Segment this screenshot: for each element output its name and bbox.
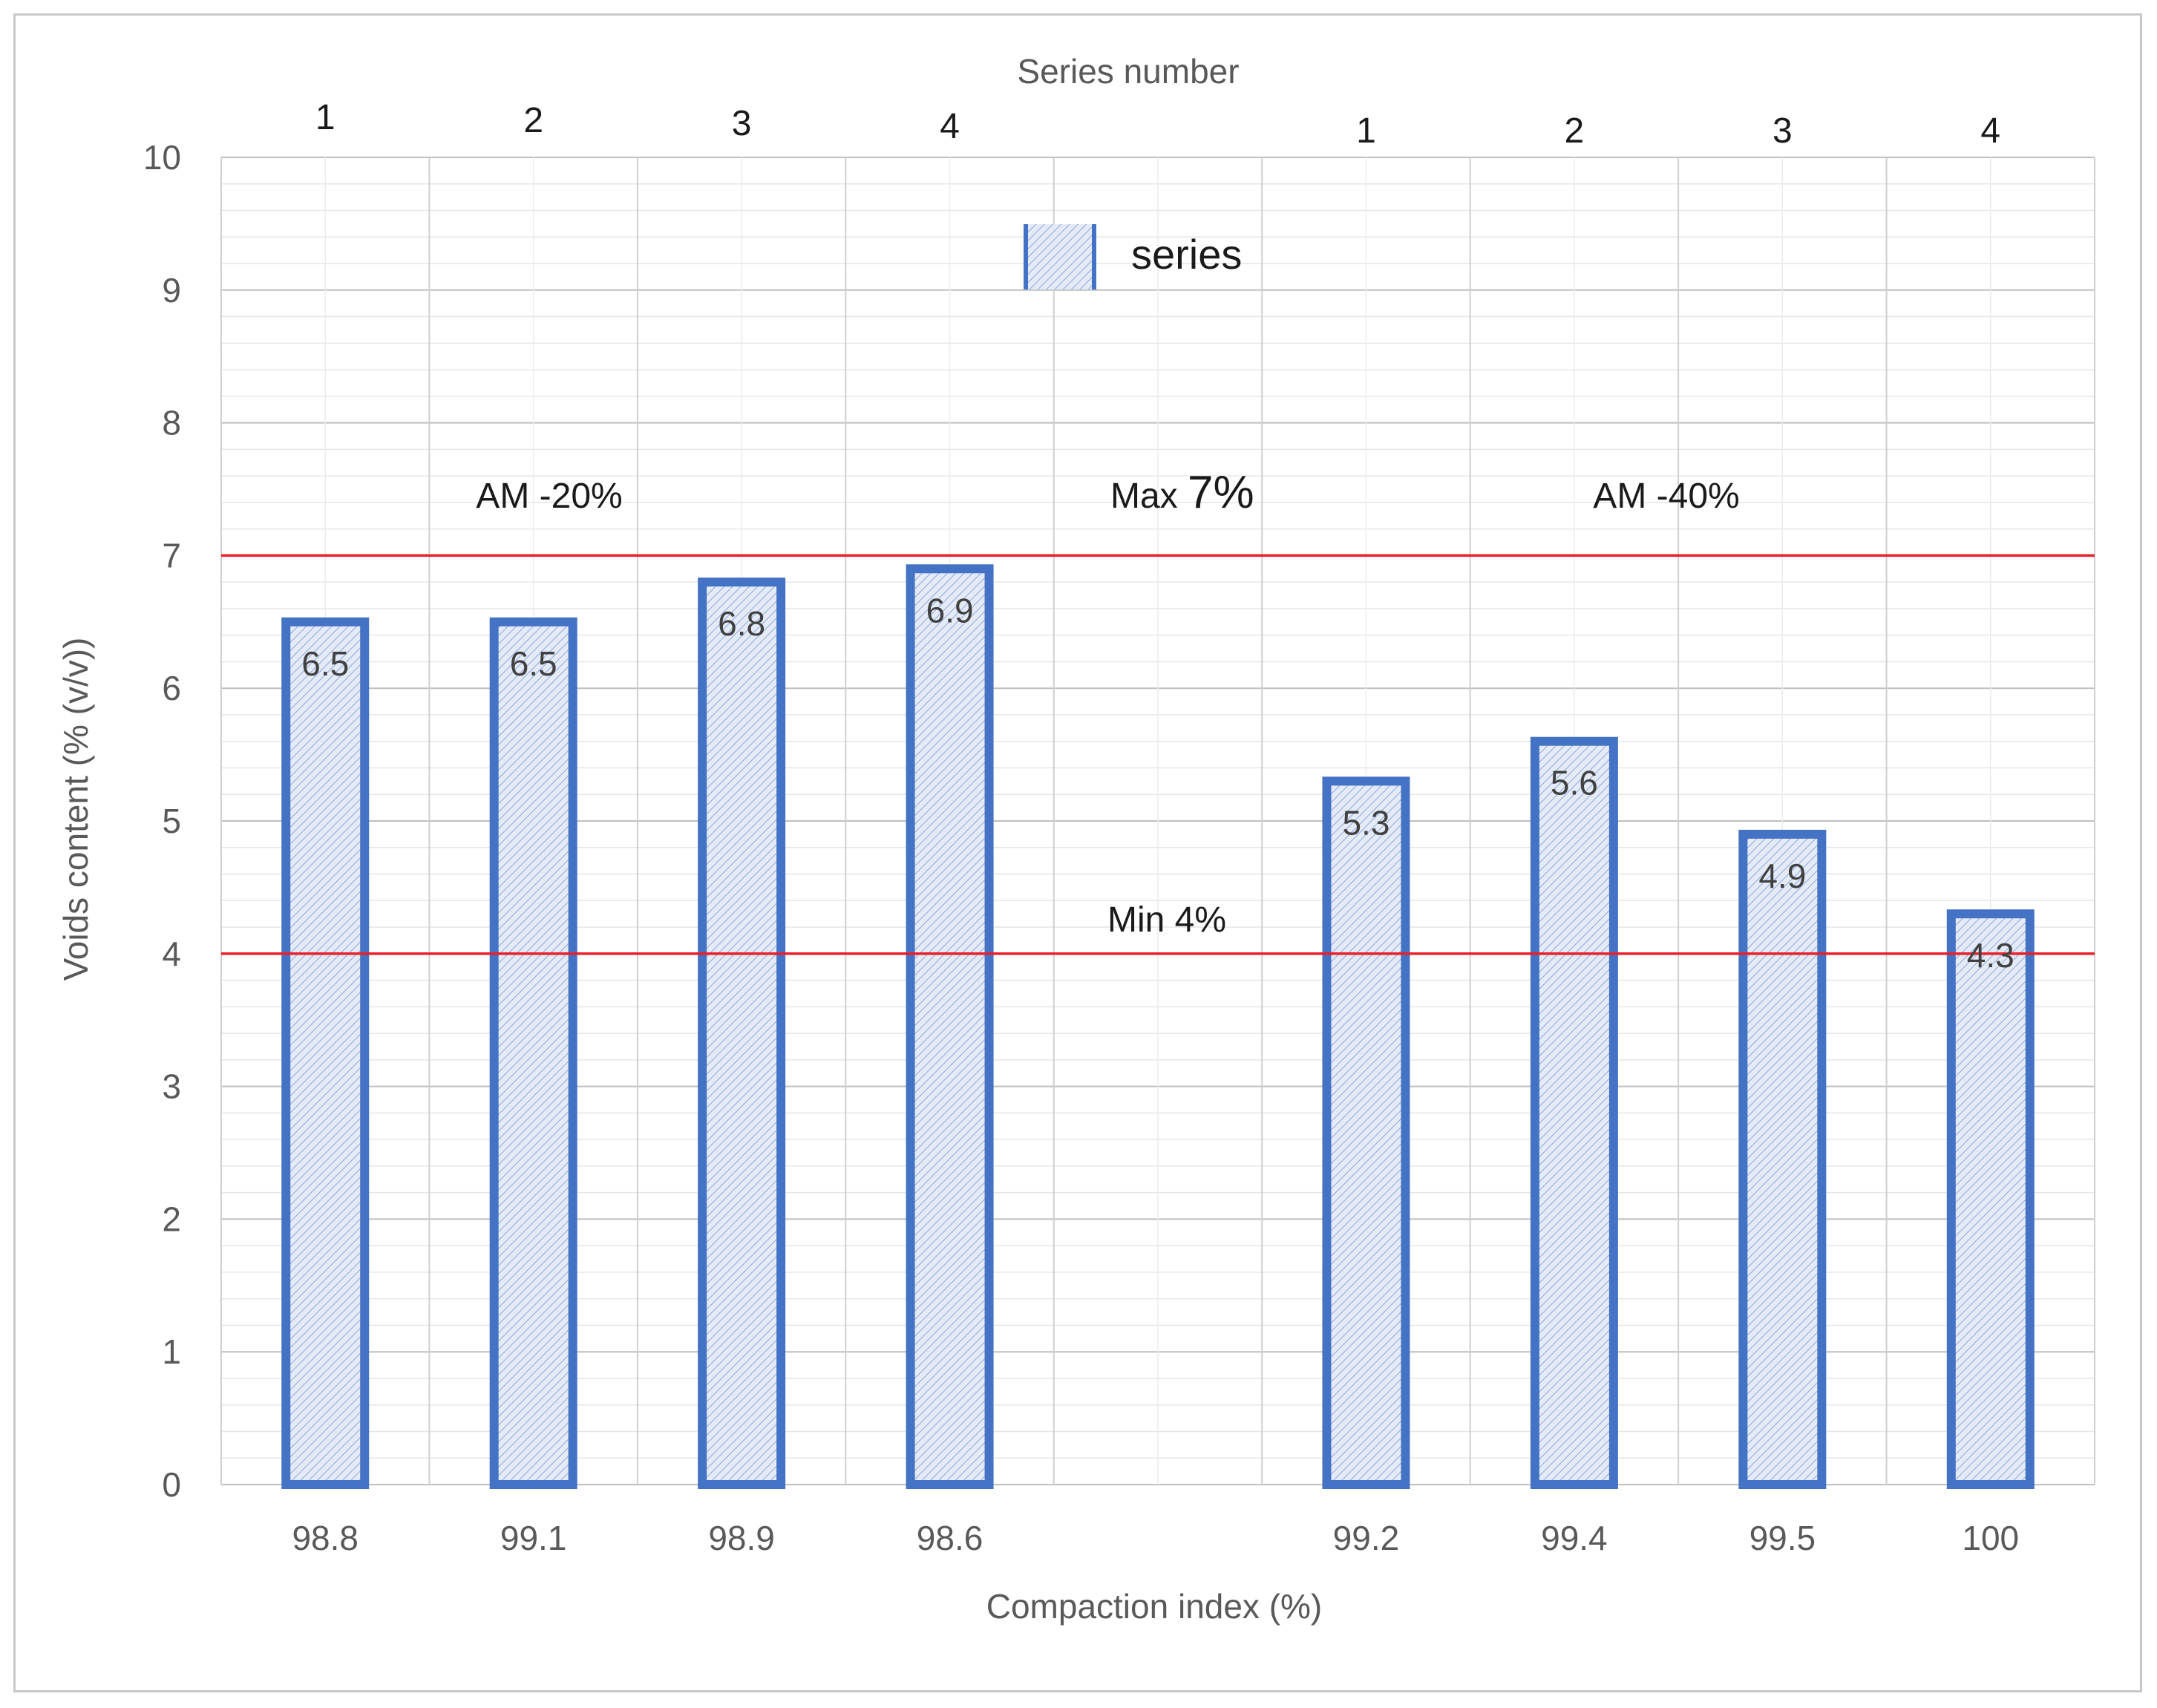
- x-tick-label: 98.6: [917, 1519, 983, 1557]
- y-tick-label: 5: [162, 802, 181, 840]
- reference-lines: [221, 554, 2095, 955]
- max-label-value: 7%: [1188, 467, 1254, 518]
- data-label: 6.8: [718, 604, 765, 643]
- y-tick-label: 7: [162, 536, 181, 575]
- top-tick-label: 3: [732, 104, 752, 143]
- x-tick-label: 100: [1962, 1519, 2019, 1557]
- bar: [281, 617, 370, 1489]
- x-tick-label: 99.1: [500, 1519, 567, 1557]
- legend-swatch: [1024, 224, 1096, 289]
- data-label: 6.5: [301, 644, 349, 683]
- data-label: 4.9: [1758, 857, 1806, 895]
- x-tick-label: 99.2: [1333, 1519, 1400, 1557]
- x-tick-label: 98.9: [708, 1519, 775, 1557]
- data-labels: 6.5 6.5 6.8 6.9 5.3 5.6 4.9 4.3: [301, 591, 2014, 975]
- x-tick-label: 99.4: [1541, 1519, 1608, 1557]
- y-tick-label: 6: [162, 669, 181, 707]
- bar: [698, 577, 786, 1489]
- y-tick-label: 9: [162, 271, 181, 310]
- top-tick-label: 4: [1980, 111, 2000, 151]
- bar: [1946, 909, 2035, 1490]
- top-tick-label: 1: [315, 98, 336, 137]
- max-label: Max 7%: [1110, 467, 1254, 518]
- axis-ticks: 0 1 2 3 4 5 6 7 8 9 10 98.8 99.1 98.9 98.6 99.2 99.4 99.5…: [143, 98, 2019, 1557]
- data-label: 5.6: [1551, 764, 1598, 802]
- max-label-prefix: Max: [1110, 477, 1188, 516]
- bar: [489, 617, 577, 1489]
- x-axis-title: Compaction index (%): [986, 1587, 1323, 1626]
- y-tick-label: 3: [162, 1067, 181, 1106]
- top-axis-title: Series number: [1017, 52, 1239, 91]
- group1-label: AM -20%: [476, 477, 622, 516]
- y-tick-label: 2: [162, 1200, 181, 1238]
- group2-label: AM -40%: [1593, 477, 1739, 516]
- top-tick-label: 1: [1356, 111, 1376, 151]
- data-label: 6.9: [926, 591, 974, 629]
- y-tick-label: 1: [162, 1332, 181, 1371]
- legend: series: [1024, 224, 1242, 289]
- bars: [281, 564, 2035, 1490]
- y-tick-label: 0: [162, 1465, 181, 1504]
- x-tick-label: 99.5: [1750, 1519, 1816, 1557]
- y-tick-label: 4: [162, 935, 181, 973]
- data-label: 5.3: [1342, 803, 1390, 842]
- y-tick-label: 10: [143, 138, 181, 177]
- top-tick-label: 2: [523, 101, 543, 140]
- bar: [1738, 829, 1827, 1489]
- y-tick-label: 8: [162, 404, 181, 442]
- x-tick-label: 98.8: [292, 1519, 359, 1557]
- data-label: 4.3: [1967, 936, 2014, 975]
- data-label: 6.5: [510, 644, 557, 683]
- min-label: Min 4%: [1107, 900, 1226, 940]
- top-tick-label: 4: [940, 107, 960, 146]
- bar: [1322, 776, 1410, 1489]
- top-tick-label: 3: [1773, 111, 1793, 151]
- top-tick-label: 2: [1565, 111, 1585, 151]
- legend-label: series: [1131, 231, 1242, 278]
- bar: [1530, 736, 1618, 1489]
- y-axis-title: Voids content (% (v/v)): [56, 638, 95, 981]
- bar: [906, 564, 994, 1489]
